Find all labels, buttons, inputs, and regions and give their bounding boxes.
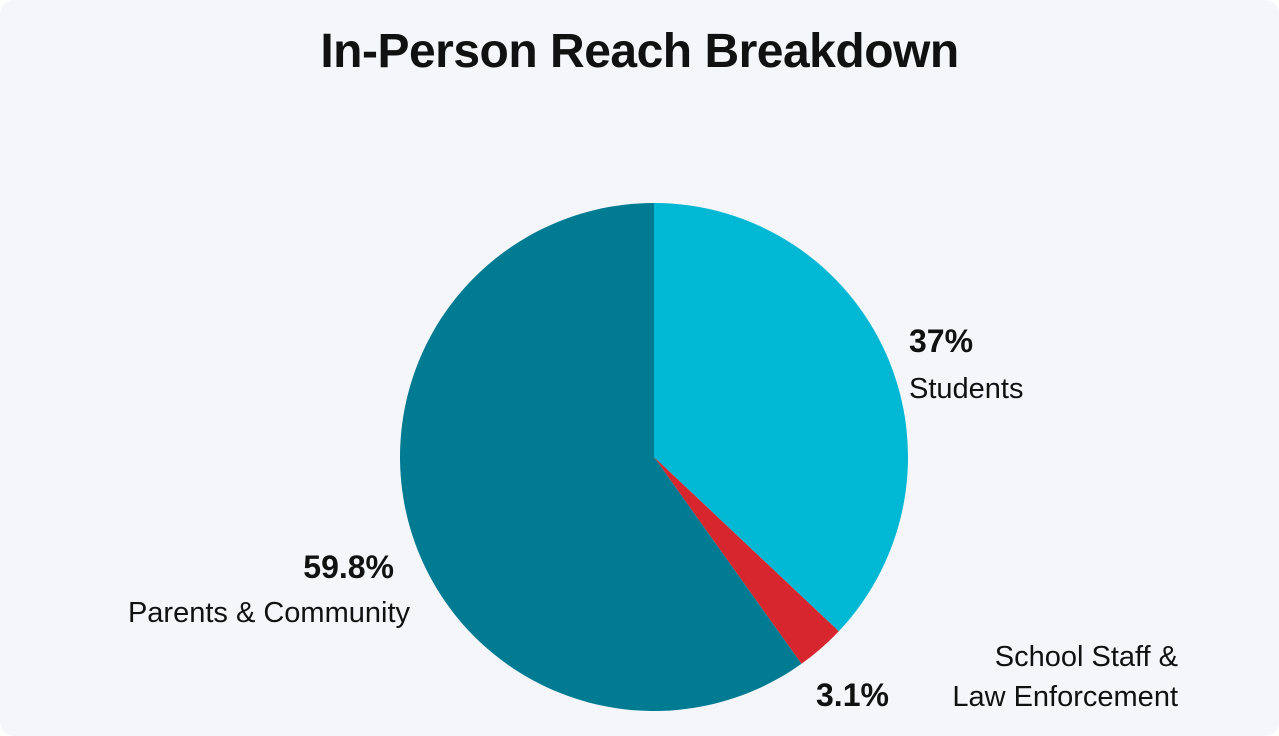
data-label-students-name: Students [909, 373, 1023, 405]
data-label-school-staff-name-line-2: Law Enforcement [952, 681, 1178, 713]
data-label-school-staff-name-line-1: School Staff & [995, 641, 1178, 673]
data-label-school-staff-percent: 3.1% [816, 677, 889, 713]
data-label-parents-percent: 59.8% [303, 549, 394, 585]
data-label-parents-name: Parents & Community [128, 597, 411, 629]
pie-slice-parents-community [400, 203, 802, 712]
pie-slice-school-staff-law-enforcement [654, 457, 839, 664]
chart-title: In-Person Reach Breakdown [320, 25, 959, 78]
data-label-students-percent: 37% [909, 323, 973, 359]
pie-slice-students [654, 203, 909, 632]
